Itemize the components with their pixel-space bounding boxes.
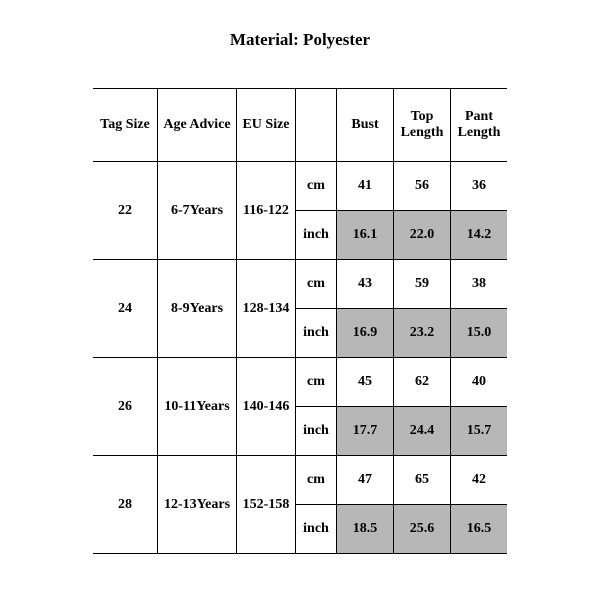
col-pant: Pant Length <box>451 89 508 162</box>
cell-age: 8-9Years <box>158 260 237 358</box>
cell-pant: 15.0 <box>451 309 508 358</box>
cell-top: 62 <box>394 358 451 407</box>
cell-eu: 116-122 <box>237 162 296 260</box>
cell-age: 10-11Years <box>158 358 237 456</box>
cell-unit: inch <box>296 505 337 554</box>
cell-top: 24.4 <box>394 407 451 456</box>
col-age: Age Advice <box>158 89 237 162</box>
cell-eu: 128-134 <box>237 260 296 358</box>
cell-age: 12-13Years <box>158 456 237 554</box>
cell-eu: 140-146 <box>237 358 296 456</box>
cell-pant: 42 <box>451 456 508 505</box>
table-row: 26 10-11Years 140-146 cm 45 62 40 <box>93 358 507 407</box>
table-row: 24 8-9Years 128-134 cm 43 59 38 <box>93 260 507 309</box>
cell-tag: 24 <box>93 260 158 358</box>
cell-bust: 18.5 <box>337 505 394 554</box>
cell-pant: 40 <box>451 358 508 407</box>
size-table: Tag Size Age Advice EU Size Bust Top Len… <box>93 88 507 554</box>
cell-tag: 28 <box>93 456 158 554</box>
cell-pant: 38 <box>451 260 508 309</box>
cell-top: 56 <box>394 162 451 211</box>
cell-top: 65 <box>394 456 451 505</box>
page: Material: Polyester Tag Size Age Advice … <box>0 0 600 600</box>
cell-pant: 16.5 <box>451 505 508 554</box>
cell-bust: 45 <box>337 358 394 407</box>
table-row: 28 12-13Years 152-158 cm 47 65 42 <box>93 456 507 505</box>
cell-tag: 22 <box>93 162 158 260</box>
table-row: 22 6-7Years 116-122 cm 41 56 36 <box>93 162 507 211</box>
cell-bust: 16.1 <box>337 211 394 260</box>
cell-eu: 152-158 <box>237 456 296 554</box>
material-title: Material: Polyester <box>0 30 600 50</box>
cell-top: 25.6 <box>394 505 451 554</box>
cell-bust: 17.7 <box>337 407 394 456</box>
cell-tag: 26 <box>93 358 158 456</box>
cell-unit: inch <box>296 407 337 456</box>
col-unit <box>296 89 337 162</box>
cell-unit: cm <box>296 358 337 407</box>
col-eu: EU Size <box>237 89 296 162</box>
cell-bust: 41 <box>337 162 394 211</box>
cell-bust: 43 <box>337 260 394 309</box>
cell-unit: cm <box>296 260 337 309</box>
cell-unit: inch <box>296 211 337 260</box>
cell-pant: 14.2 <box>451 211 508 260</box>
cell-top: 59 <box>394 260 451 309</box>
cell-pant: 36 <box>451 162 508 211</box>
cell-top: 23.2 <box>394 309 451 358</box>
cell-bust: 47 <box>337 456 394 505</box>
cell-unit: cm <box>296 162 337 211</box>
col-top: Top Length <box>394 89 451 162</box>
cell-pant: 15.7 <box>451 407 508 456</box>
col-tag: Tag Size <box>93 89 158 162</box>
cell-top: 22.0 <box>394 211 451 260</box>
col-bust: Bust <box>337 89 394 162</box>
cell-age: 6-7Years <box>158 162 237 260</box>
cell-unit: inch <box>296 309 337 358</box>
header-row: Tag Size Age Advice EU Size Bust Top Len… <box>93 89 507 162</box>
cell-unit: cm <box>296 456 337 505</box>
cell-bust: 16.9 <box>337 309 394 358</box>
